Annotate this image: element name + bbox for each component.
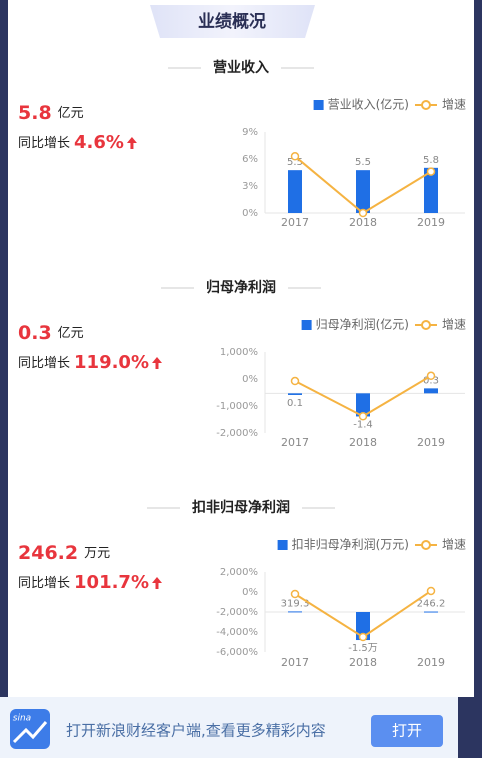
value: 5.8 <box>18 102 52 124</box>
legend-swatch <box>277 540 288 550</box>
up-arrow <box>126 137 137 149</box>
open-button[interactable] <box>371 715 443 747</box>
summary-value: 5.8 亿元 <box>18 102 84 124</box>
bar <box>288 393 302 395</box>
growth-point <box>290 376 300 386</box>
growth-point <box>426 167 436 176</box>
y-tick-label: -6,000% <box>216 647 258 658</box>
y-tick-label: 9% <box>242 127 258 138</box>
growth: 同比增长 119.0% <box>18 352 149 373</box>
unit: 亿元 <box>58 326 84 341</box>
growth-point <box>290 589 300 599</box>
y-tick-label: -4,000% <box>216 627 258 638</box>
bar <box>288 611 302 613</box>
section-title: 归母净利润 <box>206 279 276 296</box>
x-tick-label: 2018 <box>349 656 377 669</box>
bar <box>424 388 438 394</box>
bar-label: 0.1 <box>287 398 303 409</box>
bar-label: -1.5万 <box>348 643 378 654</box>
growth-point <box>290 152 300 161</box>
growth-label: 同比增长 <box>18 576 70 591</box>
growth-point <box>426 371 436 381</box>
x-tick-label: 2019 <box>417 436 445 449</box>
legend-dot <box>420 100 431 110</box>
value: 0.3 <box>18 322 52 344</box>
x-tick-label: 2018 <box>349 436 377 449</box>
legend-dot <box>420 540 431 550</box>
y-tick-label: 3% <box>242 181 258 192</box>
growth-value: 119.0% <box>74 352 149 373</box>
legend-label: 增速 <box>442 318 466 332</box>
growth-point <box>358 632 368 642</box>
bar <box>356 393 370 417</box>
up-arrow <box>152 577 162 589</box>
header-title: 业绩概况 <box>198 11 266 32</box>
header-tab <box>150 5 315 38</box>
x-tick-label: 2017 <box>281 436 309 449</box>
bar-label: 5.5 <box>355 157 371 168</box>
legend-dot <box>420 320 431 330</box>
x-tick-label: 2019 <box>417 216 445 229</box>
legend-swatch <box>313 100 324 110</box>
y-tick-label: 0% <box>242 374 258 385</box>
y-tick-label: 1,000% <box>220 347 258 358</box>
growth-point <box>358 208 368 218</box>
legend-label: 归母净利润(亿元) <box>316 317 409 332</box>
y-tick-label: 6% <box>242 154 258 165</box>
growth: 同比增长 4.6% <box>18 132 124 153</box>
app-icon-graph <box>12 721 48 744</box>
bar-label: 319.3 <box>281 598 310 609</box>
summary-value: 246.2 万元 <box>18 542 110 564</box>
value: 246.2 <box>18 542 78 564</box>
x-tick-label: 2019 <box>417 656 445 669</box>
growth-value: 4.6% <box>74 132 124 153</box>
unit: 亿元 <box>58 106 84 121</box>
legend-label: 营业收入(亿元) <box>328 97 409 112</box>
unit: 万元 <box>84 546 110 561</box>
y-tick-label: -2,000% <box>216 607 258 618</box>
x-tick-label: 2017 <box>281 216 309 229</box>
y-tick-label: 2,000% <box>220 567 258 578</box>
legend-label: 扣非归母净利润(万元) <box>292 538 409 552</box>
growth-point <box>358 412 368 421</box>
y-tick-label: -1,000% <box>216 401 258 412</box>
x-tick-label: 2018 <box>349 216 377 229</box>
app-icon <box>10 709 50 749</box>
growth-label: 同比增长 <box>18 136 70 151</box>
bar-label: 5.8 <box>423 155 439 166</box>
banner-text: 打开新浪财经客户端,查看更多精彩内容 <box>66 722 326 740</box>
legend-label: 增速 <box>442 98 466 112</box>
growth: 同比增长 101.7% <box>18 572 149 593</box>
bar-label: 246.2 <box>417 599 446 610</box>
open-button-label[interactable]: 打开 <box>392 722 422 740</box>
bar-label: 0.3 <box>423 375 439 386</box>
bar-label: 5.5 <box>287 157 303 168</box>
y-tick-label: 0% <box>242 587 258 598</box>
card <box>8 0 474 697</box>
bar <box>288 170 302 213</box>
growth-value: 101.7% <box>74 572 149 593</box>
legend-label: 增速 <box>442 538 466 552</box>
up-arrow <box>152 357 162 369</box>
x-tick-label: 2017 <box>281 656 309 669</box>
growth-point <box>426 586 436 596</box>
growth-label: 同比增长 <box>18 356 70 371</box>
y-tick-label: 0% <box>242 208 258 219</box>
bar <box>356 170 370 213</box>
bar-label: -1.4 <box>353 419 373 430</box>
bar <box>424 167 438 213</box>
legend-swatch <box>301 320 312 330</box>
section-title: 营业收入 <box>213 59 269 76</box>
y-tick-label: -2,000% <box>216 428 258 439</box>
summary-value: 0.3 亿元 <box>18 322 84 344</box>
app-icon-text: sina <box>13 714 31 724</box>
bar <box>424 611 438 613</box>
section-title: 扣非归母净利润 <box>192 499 290 516</box>
bar <box>356 612 370 641</box>
